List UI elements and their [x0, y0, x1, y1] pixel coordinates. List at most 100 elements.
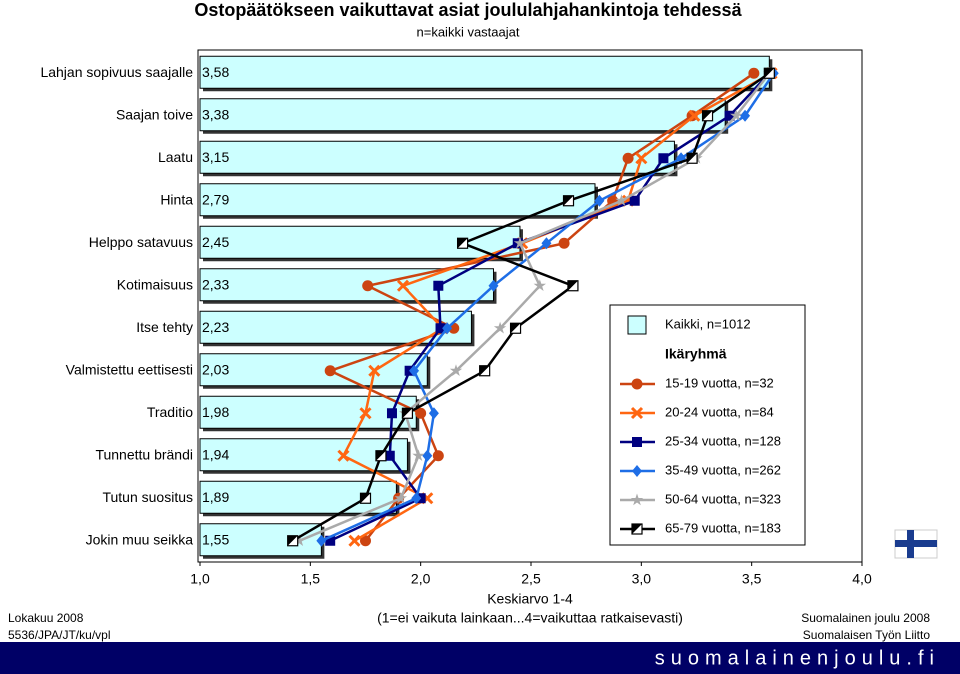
marker — [748, 67, 760, 79]
marker — [763, 67, 775, 79]
value-label: 3,38 — [202, 106, 229, 122]
value-label: 1,98 — [202, 404, 229, 420]
marker — [384, 450, 395, 461]
marker — [396, 279, 410, 292]
marker — [375, 450, 387, 462]
marker — [594, 194, 605, 207]
bar — [199, 353, 428, 387]
marker — [686, 152, 698, 164]
x-tick-label: 1,5 — [301, 571, 321, 587]
marker — [630, 493, 644, 506]
marker — [293, 534, 306, 546]
marker — [394, 491, 407, 504]
marker — [456, 237, 469, 249]
marker — [368, 364, 381, 377]
legend-swatch — [627, 315, 647, 335]
marker — [631, 523, 643, 535]
marker-half — [764, 68, 775, 79]
marker-half — [457, 238, 468, 249]
footer-bar — [0, 642, 960, 674]
y-tick-label: Kotimaisuus — [117, 276, 193, 292]
x-tick-label: 1,0 — [190, 571, 210, 587]
marker-half — [479, 365, 490, 376]
x-tick-label: 3,0 — [632, 571, 652, 587]
x-tick-label: 4,0 — [852, 571, 872, 587]
series-line — [298, 72, 771, 542]
marker — [541, 237, 552, 250]
footer-code: 5536/JPA/JT/ku/vpl — [8, 628, 111, 642]
marker-half — [563, 195, 574, 206]
legend-label: 50-64 vuotta, n=323 — [665, 491, 781, 506]
value-label: 1,55 — [202, 531, 229, 547]
value-label: 2,03 — [202, 361, 229, 377]
marker-half — [702, 110, 713, 121]
marker — [411, 492, 422, 505]
series-line — [292, 72, 771, 542]
marker — [724, 110, 735, 121]
marker — [412, 449, 425, 461]
legend-label: 65-79 vuotta, n=183 — [665, 520, 781, 535]
marker — [488, 279, 499, 292]
footer-site: suomalainenjoulu.fi — [655, 647, 940, 669]
series-line — [329, 72, 771, 542]
value-label: 3,15 — [202, 149, 229, 165]
marker-half — [287, 535, 298, 546]
marker — [287, 535, 299, 547]
marker — [449, 364, 463, 376]
marker — [433, 280, 444, 291]
x-axis-label: Keskiarvo 1-4 — [487, 591, 573, 607]
marker — [533, 279, 546, 291]
marker — [325, 535, 336, 546]
y-tick-label: Helppo satavuus — [89, 234, 193, 250]
footer-source: Suomalainen joulu 2008 — [801, 611, 930, 625]
marker — [337, 449, 350, 462]
x-axis-note: (1=ei vaikuta lainkaan...4=vaikuttaa rat… — [377, 610, 683, 626]
marker — [362, 280, 374, 292]
value-label: 2,23 — [202, 319, 229, 335]
marker-half — [402, 408, 413, 419]
legend-label: 25-34 vuotta, n=128 — [665, 433, 781, 448]
series-line — [320, 72, 775, 542]
marker — [359, 492, 372, 504]
value-label: 2,33 — [202, 276, 229, 292]
chart-subtitle: n=kaikki vastaajat — [417, 24, 520, 39]
footer-date: Lokakuu 2008 — [8, 611, 84, 625]
footer-source: Suomalaisen Työn Liitto — [803, 628, 931, 642]
value-label: 1,94 — [202, 446, 229, 462]
marker — [324, 365, 336, 377]
x-tick-label: 2,0 — [411, 571, 431, 587]
bar — [199, 98, 726, 132]
marker — [562, 195, 575, 207]
y-tick-label: Hinta — [160, 191, 193, 207]
plot-area — [197, 49, 863, 563]
x-tick-label: 2,5 — [521, 571, 541, 587]
marker — [442, 322, 453, 335]
marker — [631, 378, 643, 390]
bar — [199, 438, 408, 472]
marker — [567, 280, 579, 292]
marker — [730, 109, 743, 121]
marker — [479, 365, 491, 377]
chart-title: Ostopäätökseen vaikuttavat asiat joulula… — [194, 0, 742, 20]
marker — [513, 236, 527, 249]
legend-label: 35-49 vuotta, n=262 — [665, 462, 781, 477]
marker — [630, 406, 644, 420]
y-tick-label: Valmistettu eettisesti — [66, 361, 193, 377]
marker — [422, 449, 433, 462]
marker — [386, 408, 397, 419]
y-tick-label: Itse tehty — [136, 319, 193, 335]
marker — [435, 323, 446, 334]
y-tick-label: Saajan toive — [116, 106, 193, 122]
marker — [558, 237, 570, 249]
value-label: 2,79 — [202, 191, 229, 207]
legend-label: Kaikki, n=1012 — [665, 316, 751, 331]
marker — [658, 153, 669, 164]
y-tick-label: Lahjan sopivuus saajalle — [40, 64, 193, 80]
y-tick-label: Traditio — [147, 404, 193, 420]
series-line — [341, 72, 773, 542]
value-label: 1,89 — [202, 489, 229, 505]
marker — [632, 465, 642, 477]
marker — [359, 407, 372, 420]
marker — [740, 109, 751, 122]
